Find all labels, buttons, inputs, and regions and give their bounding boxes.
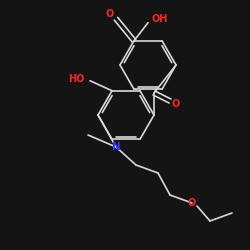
Text: OH: OH xyxy=(152,14,168,24)
Text: HO: HO xyxy=(68,74,84,84)
Text: O: O xyxy=(188,198,196,208)
Text: N: N xyxy=(112,142,120,152)
Text: O: O xyxy=(172,99,180,109)
Text: O: O xyxy=(106,9,114,19)
